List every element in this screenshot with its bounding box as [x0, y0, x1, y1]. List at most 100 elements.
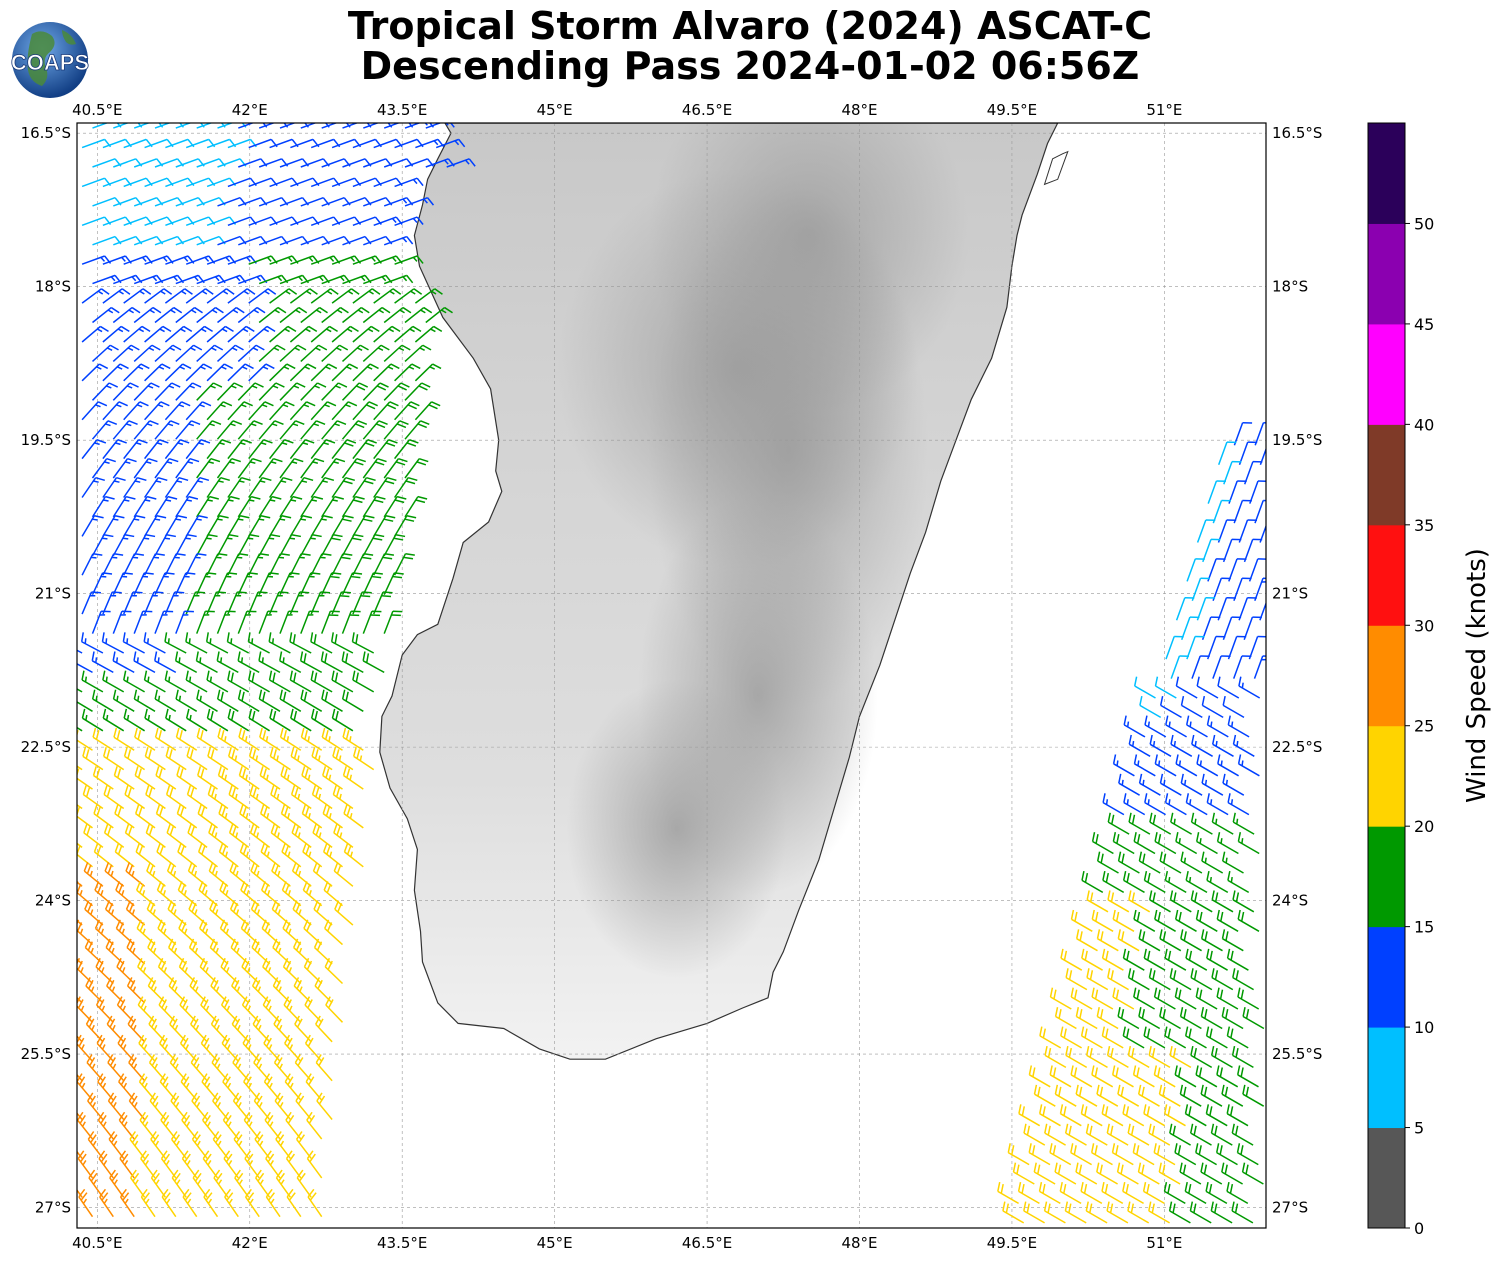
- wind-barb: [185, 439, 211, 460]
- wind-barb: [1106, 1045, 1129, 1069]
- wind-barb: [91, 572, 113, 596]
- wind-barb: [1070, 909, 1093, 932]
- wind-barb: [164, 476, 189, 498]
- wind-barb: [1186, 558, 1205, 582]
- wind-barb: [1165, 715, 1187, 738]
- wind-barb: [268, 476, 293, 498]
- wind-barb: [92, 306, 120, 324]
- wind-barb: [187, 823, 208, 848]
- wind-barb: [77, 679, 83, 693]
- wind-barb: [262, 957, 281, 985]
- wind-barb: [1212, 499, 1232, 524]
- wind-barb: [362, 306, 391, 324]
- wind-barb: [1133, 832, 1156, 855]
- wind-barb: [1122, 1181, 1144, 1205]
- wind-barb: [136, 919, 156, 946]
- wind-barb: [216, 610, 236, 634]
- wind-barb: [112, 420, 138, 440]
- wind-barb: [343, 804, 364, 829]
- wind-barb: [81, 515, 104, 537]
- wind-barb: [302, 842, 323, 868]
- wind-barb: [331, 325, 359, 343]
- wind-barb: [123, 708, 145, 732]
- wind-barb: [341, 572, 363, 596]
- wind-barb: [289, 476, 314, 498]
- wind-barb: [1174, 1065, 1197, 1088]
- wind-barb: [279, 572, 300, 596]
- wind-barb: [1222, 773, 1245, 796]
- wind-barb: [209, 938, 229, 965]
- lat-tick-label-right: 27°S: [1272, 1199, 1308, 1217]
- wind-barb: [1242, 1084, 1265, 1107]
- wind-barb: [281, 842, 302, 868]
- wind-barb: [268, 591, 289, 615]
- wind-barb: [123, 476, 147, 498]
- lat-tick-label-left: 27°S: [35, 1199, 71, 1217]
- wind-barb: [289, 553, 311, 576]
- wind-barb: [238, 727, 260, 751]
- wind-barb: [1101, 948, 1124, 971]
- wind-barb: [1206, 948, 1228, 971]
- wind-barb: [1180, 929, 1202, 952]
- wind-barb: [1186, 635, 1205, 660]
- wind-barb: [181, 1150, 198, 1179]
- wind-barb: [1117, 851, 1140, 874]
- wind-barb: [310, 515, 333, 537]
- wind-barb: [383, 572, 404, 596]
- wind-barb: [123, 363, 150, 382]
- wind-barb: [226, 632, 250, 654]
- wind-barb: [1070, 1143, 1092, 1166]
- wind-barb: [310, 553, 332, 576]
- wind-barb: [216, 534, 239, 557]
- wind-barb: [313, 938, 333, 965]
- wind-barb: [1127, 1123, 1150, 1146]
- wind-barb: [164, 553, 186, 576]
- wind-barb: [279, 534, 301, 557]
- wind-barb: [126, 938, 146, 965]
- wind-barb: [1163, 1181, 1186, 1205]
- wind-barb: [1184, 1181, 1207, 1205]
- wind-barb: [197, 842, 218, 868]
- lon-tick-label-top: 51°E: [1146, 101, 1182, 119]
- colorbar-tick-label: 5: [1414, 1119, 1424, 1138]
- wind-barb: [383, 610, 403, 634]
- wind-barb: [404, 196, 435, 207]
- wind-barb: [1168, 1201, 1191, 1224]
- wind-barb: [383, 534, 406, 557]
- wind-barb: [1038, 1181, 1061, 1205]
- wind-barb: [196, 457, 221, 479]
- wind-barb: [1232, 890, 1255, 913]
- wind-barb: [213, 1169, 229, 1198]
- wind-barb: [1236, 1143, 1259, 1166]
- wind-barb: [196, 344, 224, 362]
- lat-tick-label-right: 19.5°S: [1272, 431, 1322, 449]
- wind-barb: [123, 746, 146, 771]
- wind-barb: [248, 325, 276, 343]
- wind-barb: [1226, 948, 1249, 971]
- lon-tick-label-bottom: 42°E: [232, 1234, 268, 1252]
- wind-barb: [174, 651, 198, 674]
- wind-barb: [1169, 1045, 1192, 1069]
- wind-barb: [1091, 832, 1114, 855]
- wind-barb: [192, 1169, 208, 1198]
- wind-barb: [92, 727, 114, 751]
- wind-barb: [91, 457, 116, 479]
- wind-barb: [248, 401, 274, 421]
- wind-barb: [289, 401, 316, 421]
- colorbar-tick-label: 45: [1414, 315, 1434, 334]
- wind-barb: [113, 766, 135, 790]
- wind-barb: [1216, 987, 1239, 1010]
- wind-barb: [247, 632, 270, 654]
- colorbar-tick-label: 0: [1414, 1219, 1424, 1238]
- wind-barb: [414, 288, 443, 304]
- wind-barb: [81, 476, 105, 498]
- wind-barb: [227, 476, 251, 498]
- wind-barb: [1169, 1123, 1191, 1146]
- wind-barb: [404, 457, 429, 479]
- colorbar-tick-label: 35: [1414, 516, 1434, 535]
- wind-barb: [331, 363, 359, 382]
- wind-barb: [352, 363, 379, 382]
- wind-barb: [324, 919, 344, 946]
- wind-barb: [175, 534, 197, 557]
- wind-barb: [167, 900, 187, 926]
